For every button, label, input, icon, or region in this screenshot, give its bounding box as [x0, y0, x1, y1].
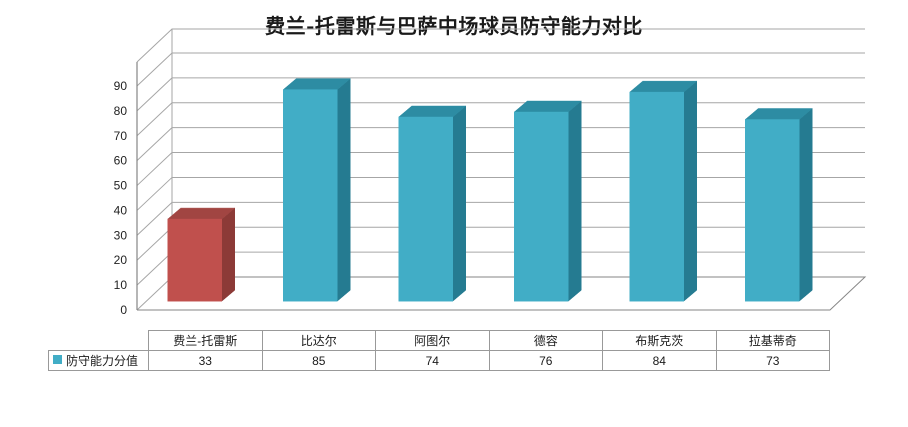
y-axis-tick-label: 60	[114, 154, 128, 168]
bar-front-face	[745, 119, 800, 302]
bar-front-face	[629, 91, 684, 302]
gridline	[136, 52, 865, 87]
y-axis-tick-label: 20	[114, 253, 128, 267]
table-header-cell: 拉基蒂奇	[715, 330, 830, 351]
bar-column	[744, 107, 813, 302]
y-axis-tick-label: 50	[114, 179, 128, 193]
legend-label: 防守能力分值	[66, 354, 139, 368]
y-axis-tick-label: 90	[114, 79, 128, 93]
bar-column	[167, 207, 236, 302]
bar-side-face	[337, 78, 351, 302]
bar-side-face	[799, 107, 813, 302]
data-table: 费兰-托雷斯 比达尔 阿图尔 德容 布斯克茨 拉基蒂奇 防守能力分值 33 85…	[48, 330, 830, 371]
gridline	[136, 77, 865, 112]
bar-side-face	[452, 105, 466, 302]
bar-column	[282, 78, 351, 302]
bar-front-face	[398, 116, 453, 302]
y-axis-tick-label: 30	[114, 228, 128, 242]
table-header-cell: 比达尔	[261, 330, 376, 351]
plot-top-border	[136, 28, 865, 63]
bars-group	[167, 78, 813, 302]
table-corner-cell	[49, 331, 149, 351]
chart-title: 费兰-托雷斯与巴萨中场球员防守能力对比	[265, 14, 643, 38]
bar-front-face	[283, 89, 338, 302]
bar-side-face	[221, 207, 235, 302]
table-header-cell: 德容	[488, 330, 603, 351]
table-header-cell: 阿图尔	[375, 330, 490, 351]
y-axis-tick-label: 80	[114, 104, 128, 118]
y-axis-tick-label: 0	[120, 303, 127, 317]
y-axis-tick-label: 40	[114, 203, 128, 217]
table-value-cell: 84	[602, 350, 717, 371]
table-value-cell: 73	[715, 350, 830, 371]
bar-front-face	[167, 218, 222, 302]
y-axis-tick-label: 70	[114, 129, 128, 143]
bar-side-face	[683, 80, 697, 302]
table-header-row: 费兰-托雷斯 比达尔 阿图尔 德容 布斯克茨 拉基蒂奇	[49, 330, 830, 351]
y-axis-tick-label: 10	[114, 278, 128, 292]
table-value-row: 防守能力分值 33 85 74 76 84 73	[48, 350, 830, 371]
table-value-cell: 85	[261, 350, 376, 371]
table-value-cell: 33	[148, 350, 263, 371]
bar-front-face	[514, 111, 569, 302]
bar-column	[398, 105, 467, 302]
table-header-cell: 布斯克茨	[602, 330, 717, 351]
y-axis-tick-labels: 0 10 20 30 40 50 60 70 80 90	[114, 79, 128, 317]
bar-column	[629, 80, 698, 302]
legend-swatch-icon	[53, 355, 62, 364]
bar-side-face	[568, 100, 582, 302]
table-value-cell: 74	[375, 350, 490, 371]
legend-entry: 防守能力分值	[48, 350, 149, 371]
table-header-cell: 费兰-托雷斯	[148, 330, 263, 351]
bar-column	[513, 100, 582, 302]
table-value-cell: 76	[488, 350, 603, 371]
